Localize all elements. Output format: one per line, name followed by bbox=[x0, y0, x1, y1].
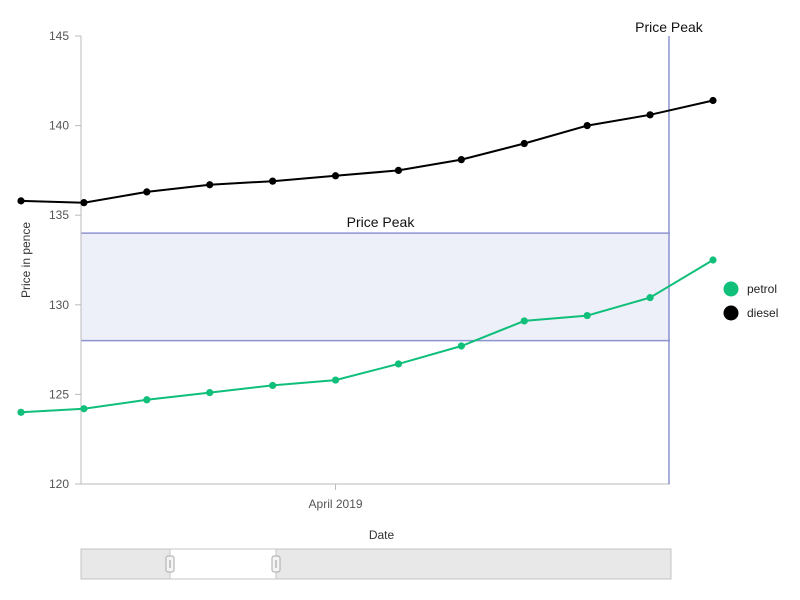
petrol-point bbox=[394, 360, 403, 368]
legend-item-diesel[interactable]: diesel bbox=[723, 305, 779, 321]
petrol-point bbox=[709, 256, 717, 264]
diesel-point bbox=[646, 111, 654, 119]
petrol-point bbox=[646, 294, 654, 302]
petrol-point bbox=[143, 396, 151, 404]
series-petrol bbox=[17, 256, 717, 416]
y-tick-label: 135 bbox=[49, 208, 69, 222]
y-tick-label: 140 bbox=[49, 119, 69, 133]
y-tick-label: 120 bbox=[49, 477, 69, 491]
diesel-point bbox=[520, 139, 528, 148]
x-ticks: April 2019 bbox=[309, 484, 363, 511]
petrol-point bbox=[206, 389, 214, 397]
y-tick-label: 125 bbox=[49, 387, 69, 401]
petrol-point bbox=[331, 376, 340, 384]
y-axis-title: Price in pence bbox=[19, 222, 33, 298]
diesel-point bbox=[17, 197, 25, 205]
petrol-point bbox=[269, 381, 277, 390]
legend-item-petrol[interactable]: petrol bbox=[723, 281, 778, 297]
legend-label-petrol: petrol bbox=[747, 282, 777, 296]
diesel-point bbox=[143, 188, 151, 196]
diesel-point bbox=[394, 166, 403, 174]
petrol-point bbox=[80, 405, 88, 413]
legend[interactable]: petrol diesel bbox=[723, 281, 779, 321]
series-layer bbox=[17, 96, 717, 416]
diesel-point bbox=[206, 181, 214, 189]
petrol-point bbox=[583, 311, 591, 320]
petrol-point bbox=[457, 342, 465, 350]
x-axis-title: Date bbox=[369, 528, 395, 542]
legend-marker-petrol bbox=[723, 281, 739, 297]
petrol-line bbox=[20, 259, 714, 414]
price-peak-vline-label: Price Peak bbox=[635, 19, 704, 35]
series-diesel bbox=[17, 96, 717, 207]
y-tick-label: 145 bbox=[49, 29, 69, 43]
range-scrollbar[interactable] bbox=[80, 548, 672, 580]
scrollbar-thumb[interactable] bbox=[169, 548, 277, 580]
x-tick-label: April 2019 bbox=[309, 497, 363, 511]
petrol-point bbox=[17, 408, 25, 416]
legend-marker-diesel bbox=[723, 305, 739, 321]
diesel-line bbox=[20, 99, 714, 204]
diesel-point bbox=[269, 177, 277, 185]
diesel-point bbox=[583, 122, 591, 130]
diesel-point bbox=[331, 172, 340, 180]
y-ticks: 120 125 130 135 140 145 bbox=[49, 29, 81, 491]
legend-label-diesel: diesel bbox=[747, 306, 778, 320]
diesel-point bbox=[709, 96, 717, 105]
band-layer: Price Peak bbox=[81, 214, 670, 342]
price-peak-band bbox=[81, 233, 670, 341]
diesel-point bbox=[80, 199, 88, 207]
y-tick-label: 130 bbox=[49, 298, 69, 312]
diesel-point bbox=[457, 156, 465, 164]
price-peak-band-label: Price Peak bbox=[347, 214, 416, 230]
petrol-point bbox=[520, 317, 528, 325]
